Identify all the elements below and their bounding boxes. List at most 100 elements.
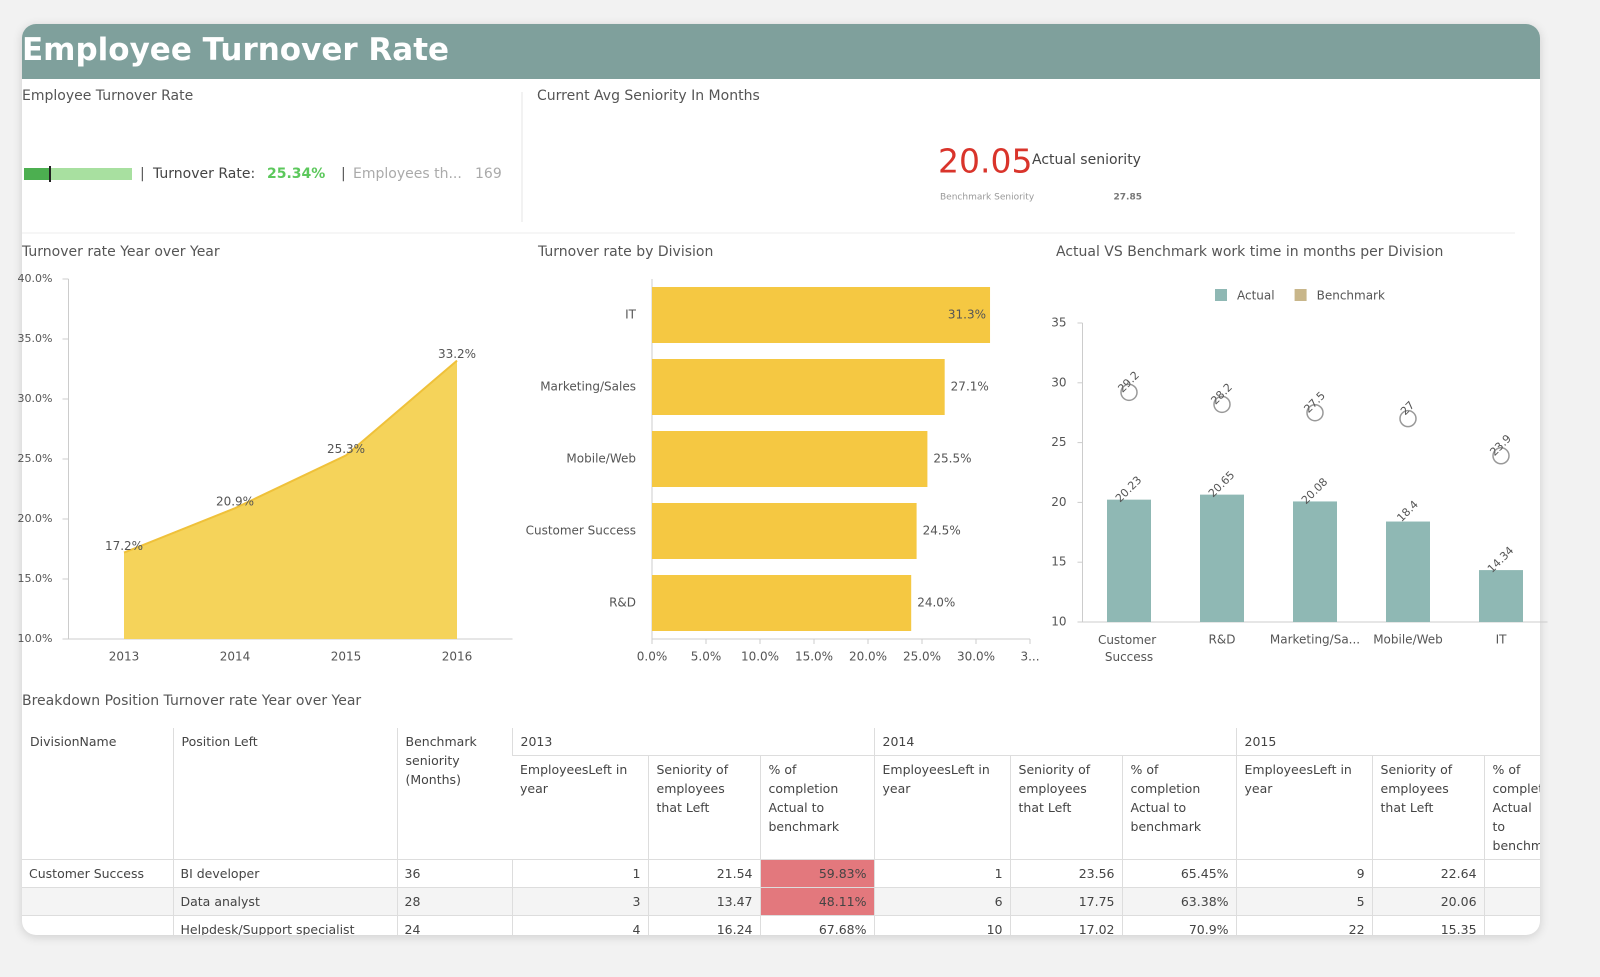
kpi-value: 169 — [475, 166, 502, 182]
table-cell: 63.38% — [1121, 887, 1237, 916]
column-header: Benchmark seniority (Months) — [396, 728, 512, 860]
legend-label: Actual — [1237, 289, 1275, 303]
benchmark-marker — [1399, 409, 1417, 428]
kpi-label: Benchmark Seniority — [940, 193, 1035, 203]
table-cell: 70.9% — [1121, 915, 1237, 935]
header-row: DivisionName Position Left Benchmark senio… — [22, 728, 1540, 860]
y-tick-label: R&D — [609, 596, 636, 610]
kpi-label: Employees th... — [353, 166, 462, 182]
data-label: 20.9% — [216, 495, 254, 509]
x-tick-label: 3... — [1020, 650, 1039, 664]
data-label: 31.3% — [948, 308, 986, 322]
benchmark-marker — [1492, 447, 1510, 465]
y-tick-label: 10.0% — [18, 632, 53, 645]
column-header: % of completion Actual to benchmark — [1121, 755, 1237, 860]
x-tick-label: 0.0% — [637, 650, 668, 664]
x-tick-label: R&D — [1209, 633, 1236, 647]
bar — [1107, 499, 1151, 622]
group-header: 2015 — [1235, 728, 1540, 756]
y-tick-label: 30 — [1051, 375, 1066, 389]
y-tick-label: Customer Success — [526, 524, 636, 538]
progress-marker — [49, 166, 51, 182]
table-cell: 28 — [396, 887, 512, 916]
x-tick-label: 25.0% — [903, 650, 941, 664]
data-label: 25.5% — [933, 452, 971, 466]
data-label: 27.5 — [1301, 389, 1328, 416]
table-cell: 20.06 — [1371, 887, 1485, 916]
x-tick-label: IT — [1496, 633, 1508, 647]
x-tick-label: 2016 — [442, 650, 473, 664]
y-tick-label: 25 — [1051, 435, 1066, 449]
table-cell: 23.56 — [1009, 859, 1123, 888]
bar — [652, 287, 991, 343]
y-tick-label: 10 — [1051, 615, 1066, 629]
table-cell: 17.02 — [1009, 915, 1123, 935]
column-header: Position Left — [172, 728, 397, 860]
table-cell: 65.45% — [1121, 859, 1237, 888]
kpi-value: 20.05 — [938, 142, 1032, 181]
data-label: 18.4 — [1394, 498, 1421, 525]
kpi-title: Current Avg Seniority In Months — [537, 88, 760, 104]
bar — [652, 359, 945, 415]
benchmark-marker — [1306, 403, 1324, 422]
table-wrap: DivisionName Position Left Benchmark senio… — [22, 728, 1540, 935]
column-header: EmployeesLeft in year — [1235, 755, 1373, 860]
legend-swatch — [1294, 289, 1307, 301]
table-cell: 22 — [1235, 915, 1373, 935]
table-row: Customer Success BI developer 36 1 21.54 59.8… — [22, 859, 1540, 888]
data-label: 24.0% — [917, 596, 955, 610]
legend-swatch — [1215, 289, 1227, 301]
data-label: 23.9 — [1487, 432, 1514, 459]
data-label: 25.3% — [327, 442, 365, 456]
breakdown-table: DivisionName Position Left Benchmark senio… — [22, 728, 1540, 935]
column-header: EmployeesLeft in year — [873, 755, 1011, 860]
y-tick-label: 15.0% — [18, 572, 53, 585]
benchmark-marker — [1213, 395, 1231, 414]
line — [123, 359, 458, 554]
y-tick-label: 40.0% — [18, 272, 53, 285]
kpi-title: Employee Turnover Rate — [22, 88, 193, 104]
y-tick-label: 35 — [1051, 316, 1066, 330]
table-cell: 67.68% — [759, 915, 875, 935]
column-header: % of completion Actual to benchmark — [1483, 755, 1540, 860]
table-cell — [22, 887, 173, 916]
kpi-label: Turnover Rate: — [152, 166, 255, 182]
chart-title: Actual VS Benchmark work time in months … — [1056, 244, 1443, 260]
legend-label: Benchmark — [1317, 289, 1385, 303]
data-label: 24.5% — [923, 524, 961, 538]
bar — [1200, 494, 1244, 622]
data-label: 17.2% — [105, 539, 143, 553]
table-cell: 15.35 — [1371, 915, 1485, 935]
dashboard-charts: Employee Turnover Rate | Turnover Rate: … — [18, 88, 1548, 709]
table-cell: 10 — [873, 915, 1011, 935]
area — [124, 360, 457, 639]
x-tick-label: 5.0% — [691, 650, 722, 664]
table-cell: 5 — [1235, 887, 1373, 916]
y-tick-label: 15 — [1051, 555, 1066, 569]
x-tick-label: Customer Success — [1098, 633, 1160, 664]
y-tick-label: 25.0% — [18, 452, 53, 465]
y-tick-label: 30.0% — [18, 392, 53, 405]
x-tick-label: Marketing/Sa... — [1270, 633, 1360, 647]
bar — [1479, 570, 1523, 622]
x-tick-label: 15.0% — [795, 650, 833, 664]
table-cell: 36 — [396, 859, 512, 888]
table-cell: 16.24 — [647, 915, 760, 935]
x-tick-label: 2015 — [331, 650, 362, 664]
y-tick-label: 20 — [1051, 495, 1066, 509]
x-tick-label: 2014 — [220, 650, 251, 664]
table-cell — [1483, 915, 1540, 935]
table-cell: 21.54 — [647, 859, 760, 888]
table-cell — [1483, 887, 1540, 916]
bar — [652, 503, 917, 559]
dashboard-title: Employee Turnover Rate — [22, 32, 450, 68]
benchmark-marker — [1120, 383, 1138, 402]
column-header: Seniority of employees that Left — [1009, 755, 1123, 860]
data-label: 29.2 — [1115, 369, 1142, 396]
table-cell: 22.64 — [1371, 859, 1485, 888]
table-row: Data analyst 28 3 13.47 48.11% 6 17.75 63.38% 5 2… — [22, 887, 1540, 916]
x-tick-label: 10.0% — [741, 650, 779, 664]
bar — [1386, 521, 1430, 622]
table-cell: 1 — [873, 859, 1011, 888]
